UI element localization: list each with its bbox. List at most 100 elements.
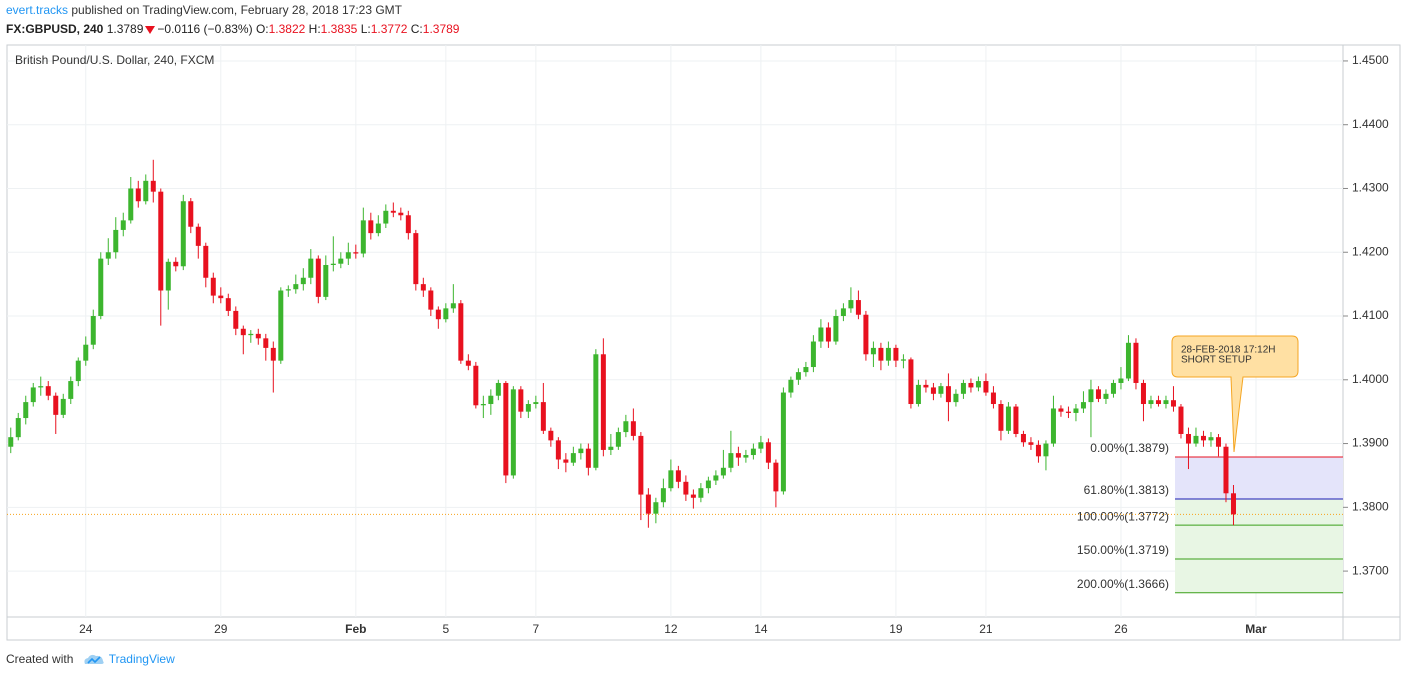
candle-body [653,502,659,514]
candle-body [758,442,764,449]
candle-body [428,290,434,310]
callout-text: 28-FEB-2018 17:12H [1181,345,1276,356]
candle-body [45,386,51,396]
candle-body [623,421,629,433]
y-tick-label: 1.4100 [1352,308,1389,322]
created-with: Created with [6,652,74,666]
candle-body [1095,389,1101,399]
candle-body [810,341,816,368]
candle-body [383,210,389,224]
candle-body [848,300,854,309]
candle-body [870,347,876,355]
candle-body [690,494,696,498]
candle-body [1133,342,1139,383]
candle-body [735,453,741,458]
candle-body [833,316,839,342]
candle-body [570,453,576,463]
candle-body [368,220,374,234]
candle-body [173,261,179,267]
candle-body [503,382,509,476]
y-tick-label: 1.4000 [1352,372,1389,386]
fib-label: 0.00%(1.3879) [1090,441,1169,455]
candle-body [1065,411,1071,413]
candle-body [480,404,486,406]
candle-body [743,455,749,458]
candle-body [353,252,359,254]
candle-body [1223,446,1229,494]
candle-body [473,365,479,406]
candle-body [713,475,719,481]
y-tick-label: 1.3800 [1352,499,1389,513]
candle-body [360,220,366,254]
candle-body [30,387,36,403]
candle-body [1193,435,1199,444]
candle-body [345,252,351,259]
candle-body [780,392,786,492]
x-tick-label: Mar [1245,622,1267,636]
candle-body [218,295,224,299]
candle-body [15,418,21,438]
candle-body [1178,406,1184,434]
candle-body [1125,342,1131,379]
candle-body [630,421,636,436]
tv-logo [84,654,104,664]
candle-body [698,488,704,498]
candle-body [188,201,194,227]
candle-body [638,435,644,495]
x-tick-label: Feb [345,622,366,636]
candle-body [465,360,471,366]
candle-body [608,446,614,450]
candle-body [165,261,171,291]
candle-body [563,459,569,463]
candle-body [338,258,344,264]
candle-body [728,453,734,468]
candle-body [660,488,666,503]
candle-body [120,220,126,230]
brand[interactable]: TradingView [108,652,175,666]
candle-body [615,432,621,447]
candle-body [1230,493,1236,515]
y-tick-label: 1.3700 [1352,563,1389,577]
candle-body [420,284,426,291]
candle-body [8,437,14,447]
author[interactable]: evert.tracks [6,3,69,17]
candle-body [203,245,209,278]
candle-body [315,258,321,297]
candle-body [68,381,74,399]
candle-body [923,384,929,388]
candle-body [158,191,164,291]
change: −0.0116 (−0.83%) [157,22,253,36]
candle-body [788,379,794,393]
candle-body [930,387,936,394]
candle-body [555,440,561,460]
open: 1.3822 [268,22,306,36]
low: 1.3772 [370,22,408,36]
publish-line: evert.tracks published on TradingView.co… [6,3,402,17]
candle-body [285,289,291,291]
candle-body [915,384,921,405]
candle-body [180,201,186,267]
candle-body [855,300,861,315]
candle-body [413,233,419,285]
candle-body [255,333,261,339]
candle-body [38,386,44,388]
candle-body [128,188,134,221]
candle-body [983,381,989,393]
footer: Created with TradingView [6,652,175,666]
fib-zone [1175,456,1343,500]
candle-body [75,360,81,382]
candle-body [885,347,891,361]
candle-body [1035,444,1041,457]
candle-body [863,314,869,355]
callout-text: SHORT SETUP [1181,355,1252,366]
candle-body [248,333,254,336]
candle-body [803,367,809,373]
x-tick-label: 12 [664,622,678,636]
fib-label: 200.00%(1.3666) [1077,577,1169,591]
candle-body [300,277,306,285]
candle-body [135,188,141,202]
candle-body [60,398,66,415]
candle-body [1140,382,1146,405]
